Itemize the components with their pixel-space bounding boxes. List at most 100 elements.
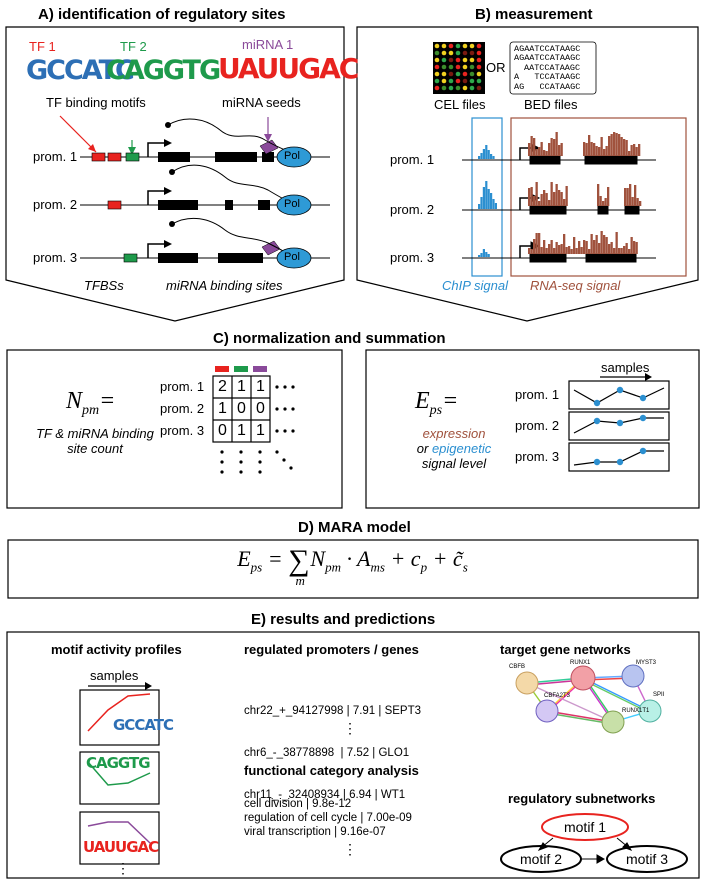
rnaseq-bar <box>610 134 613 156</box>
microarray-spot <box>469 85 475 91</box>
panel-c-right-frame <box>365 349 700 509</box>
rnaseq-bar <box>528 188 531 206</box>
microarray-spot <box>434 71 440 77</box>
rnaseq-bar <box>629 184 632 206</box>
rnaseq-bar <box>598 243 601 254</box>
rnaseq-bar <box>543 150 546 156</box>
matrix-col-tf2-swatch <box>234 366 248 372</box>
rnaseq-bar <box>535 182 538 206</box>
rnaseq-bar <box>538 147 541 156</box>
tf-binding-motifs-label: TF binding motifs <box>46 95 146 110</box>
functional-category-title: functional category analysis <box>244 763 419 778</box>
regulated-item: chr22_+_94127998 | 7.91 | SEPT3 <box>244 705 422 717</box>
microarray-spot <box>462 85 468 91</box>
rnaseq-bar <box>543 240 546 254</box>
rnaseq-bar <box>548 200 551 206</box>
matrix-cell: 0 <box>237 400 246 417</box>
microarray-spot <box>455 57 461 63</box>
microarray-spot <box>462 64 468 70</box>
matrix-values: 2 1 1 1 0 0 0 1 1 <box>213 376 270 442</box>
rnaseq-bar <box>580 247 583 254</box>
motif-3-ellipse <box>606 845 688 873</box>
rnaseq-bar <box>633 144 636 156</box>
mirna-binding-sites-label: miRNA binding sites <box>166 278 283 293</box>
microarray-spot <box>441 43 447 49</box>
microarray-spot <box>441 85 447 91</box>
rnaseq-bar <box>625 140 628 156</box>
rnaseq-bar <box>636 198 639 206</box>
microarray-spot <box>462 71 468 77</box>
rnaseq-bar <box>543 190 546 206</box>
functional-list: cell division | 9.8e-12 regulation of ce… <box>244 797 412 839</box>
rnaseq-bar <box>545 151 548 156</box>
microarray-spot <box>441 50 447 56</box>
microarray-spot <box>455 78 461 84</box>
microarray-spot <box>476 57 482 63</box>
chip-bar <box>485 145 488 159</box>
rnaseq-bar <box>633 241 636 254</box>
rnaseq-bar <box>585 143 588 156</box>
rnaseq-bar <box>595 235 598 254</box>
or-epigenetic-line: or epigenetic <box>406 441 502 456</box>
node-label-cbfa2t3: CBFA2T3 <box>544 693 571 699</box>
rnaseq-bar <box>628 249 631 254</box>
panel-b-prom-2: prom. 2 <box>390 202 435 217</box>
rnaseq-bar <box>615 232 618 254</box>
microarray-spot <box>434 64 440 70</box>
rnaseq-bar <box>533 196 536 206</box>
rnaseq-bar <box>575 248 578 254</box>
rnaseq-bar <box>563 199 566 206</box>
rnaseq-bar <box>602 201 605 206</box>
node-label-runx1: RUNX1 <box>570 660 591 666</box>
matrix-grid <box>212 375 271 443</box>
chip-bar <box>490 154 493 159</box>
chip-bar <box>492 156 495 159</box>
rnaseq-bar <box>545 193 548 206</box>
node-label-spii: SPII <box>653 692 665 698</box>
microarray-spot <box>434 43 440 49</box>
rnaseq-bar <box>560 192 563 206</box>
rnaseq-bar <box>638 144 641 156</box>
rnaseq-bar <box>620 137 623 156</box>
bed-box <box>509 41 597 95</box>
rnaseq-bar <box>593 240 596 254</box>
regulated-item: chr6_-_38778898 | 7.52 | GLO1 <box>244 747 410 759</box>
panel-a-prom-1: prom. 1 <box>33 149 78 164</box>
microarray-spot <box>469 71 475 77</box>
chip-bar <box>482 149 485 159</box>
epigenetic-word: epigenetic <box>431 441 492 456</box>
promoter-3-track <box>80 217 330 269</box>
chip-bar <box>487 254 490 257</box>
panel-a-frame <box>5 26 345 322</box>
rnaseq-bar <box>608 136 611 156</box>
matrix-cell: 1 <box>237 378 246 395</box>
matrix-dots <box>220 385 295 474</box>
rnaseq-bar <box>625 243 628 254</box>
motif-1-label: motif 1 <box>563 819 606 835</box>
panel-b-prom-3: prom. 3 <box>390 250 435 265</box>
microarray-spot <box>441 64 447 70</box>
motif-activity-profiles-title: motif activity profiles <box>51 642 182 657</box>
profiles-samples-arrow <box>88 682 152 690</box>
rnaseq-bar <box>538 233 541 254</box>
rnaseq-bar <box>597 184 600 206</box>
rnaseq-bar <box>604 198 607 206</box>
microarray-spot <box>462 78 468 84</box>
matrix-cell: 1 <box>218 400 227 417</box>
rnaseq-bar <box>558 190 561 206</box>
functional-ellipsis: ⋮ <box>343 841 357 857</box>
chip-bar <box>494 203 497 209</box>
tf2-label: TF 2 <box>120 39 147 54</box>
rnaseq-bar <box>528 248 531 254</box>
regulatory-subnetworks-title: regulatory subnetworks <box>508 791 656 806</box>
rnaseq-bar <box>583 142 586 156</box>
samples-arrow <box>600 373 652 381</box>
rnaseq-signal-label: RNA-seq signal <box>530 278 621 293</box>
eps-description: expression or epigenetic signal level <box>406 426 502 471</box>
matrix-row: 2 1 1 <box>213 376 270 398</box>
rnaseq-bar <box>603 149 606 156</box>
chip-bar <box>487 189 490 209</box>
promoter-1-track <box>80 118 330 168</box>
chip-bar <box>482 249 485 257</box>
rnaseq-bar <box>530 136 533 156</box>
